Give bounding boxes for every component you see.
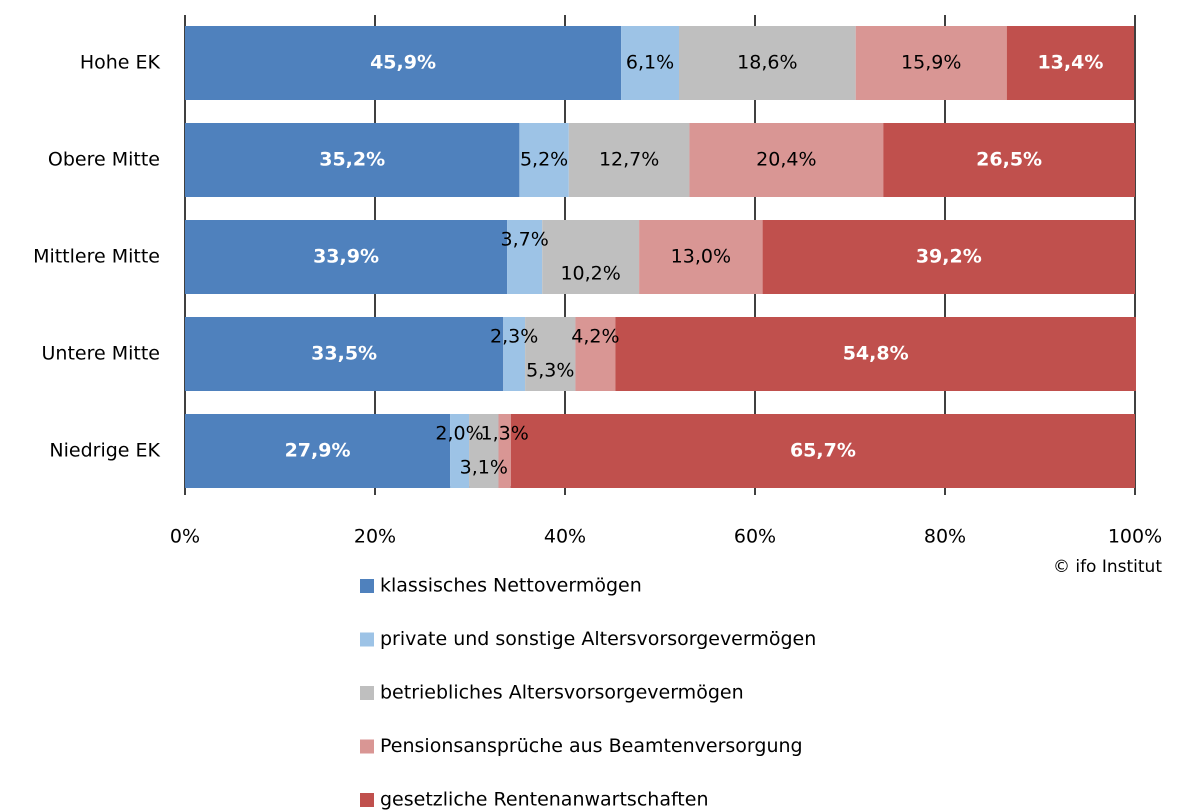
bar-segment xyxy=(679,26,856,100)
x-tick-label: 40% xyxy=(544,526,586,548)
y-tick-label: Obere Mitte xyxy=(48,149,160,171)
legend-label: betriebliches Altersvorsorgevermögen xyxy=(380,682,744,704)
bar-segment xyxy=(498,414,511,488)
data-label: 3,1% xyxy=(460,457,508,479)
x-tick-label: 100% xyxy=(1108,526,1162,548)
x-tick-label: 0% xyxy=(170,526,200,548)
bar-segment xyxy=(1006,26,1135,100)
data-label: 54,8% xyxy=(843,343,909,365)
data-label: 20,4% xyxy=(756,149,816,171)
legend-swatch xyxy=(360,579,374,593)
data-label: 35,2% xyxy=(319,149,385,171)
bar-segment xyxy=(639,220,763,294)
bar-segment xyxy=(568,123,690,197)
data-label: 15,9% xyxy=(901,52,961,74)
y-tick-label: Niedrige EK xyxy=(49,440,160,462)
bar-segment xyxy=(542,220,640,294)
bar-segment xyxy=(185,123,520,197)
data-label: 65,7% xyxy=(790,440,856,462)
bar-segment xyxy=(519,123,569,197)
bar-segment xyxy=(185,26,622,100)
legend-swatch xyxy=(360,632,374,647)
data-label: 18,6% xyxy=(737,52,797,74)
legend-swatch xyxy=(360,739,374,754)
x-tick-label: 60% xyxy=(734,526,776,548)
bar-segment xyxy=(621,26,679,100)
y-tick-label: Mittlere Mitte xyxy=(33,246,160,268)
data-label: 4,2% xyxy=(571,326,619,348)
bar-segment xyxy=(855,26,1007,100)
bar-segment xyxy=(503,317,526,391)
data-label: 2,0% xyxy=(435,423,483,445)
legend-swatch xyxy=(360,793,374,807)
y-tick-label: Hohe EK xyxy=(80,52,161,74)
data-label: 5,2% xyxy=(520,149,568,171)
data-label: 33,5% xyxy=(311,343,377,365)
data-label: 5,3% xyxy=(526,360,574,382)
bar-segment xyxy=(762,220,1135,294)
data-label: 1,3% xyxy=(481,423,529,445)
legend-swatch xyxy=(360,686,374,700)
bar-segment xyxy=(450,414,470,488)
data-label: 12,7% xyxy=(599,149,659,171)
bar-segment xyxy=(185,317,504,391)
source-note: © ifo Institut xyxy=(1053,557,1162,577)
data-label: 13,4% xyxy=(1037,52,1103,74)
data-label: 2,3% xyxy=(490,326,538,348)
x-tick-label: 20% xyxy=(354,526,396,548)
x-tick-label: 80% xyxy=(924,526,966,548)
bar-segment xyxy=(469,414,499,488)
bar-segment xyxy=(507,220,543,294)
data-label: 26,5% xyxy=(976,149,1042,171)
data-label: 6,1% xyxy=(626,52,674,74)
data-label: 27,9% xyxy=(285,440,351,462)
legend-label: private und sonstige Altersvorsorgevermö… xyxy=(380,628,816,650)
bar-segment xyxy=(185,220,508,294)
data-label: 13,0% xyxy=(671,246,731,268)
bar-segment xyxy=(525,317,576,391)
legend-label: Pensionsansprüche aus Beamtenversorgung xyxy=(380,735,803,757)
legend-label: gesetzliche Rentenanwartschaften xyxy=(380,789,709,810)
bar-segment xyxy=(185,414,451,488)
data-label: 3,7% xyxy=(500,229,548,251)
bar-segment xyxy=(689,123,884,197)
data-label: 45,9% xyxy=(370,52,436,74)
data-label: 39,2% xyxy=(916,246,982,268)
bar-segment xyxy=(510,414,1136,488)
bar-segment xyxy=(615,317,1136,391)
bar-segment xyxy=(883,123,1135,197)
y-tick-label: Untere Mitte xyxy=(42,343,160,365)
legend-label: klassisches Nettovermögen xyxy=(380,575,642,597)
data-label: 33,9% xyxy=(313,246,379,268)
bar-segment xyxy=(575,317,616,391)
data-label: 10,2% xyxy=(560,263,620,285)
